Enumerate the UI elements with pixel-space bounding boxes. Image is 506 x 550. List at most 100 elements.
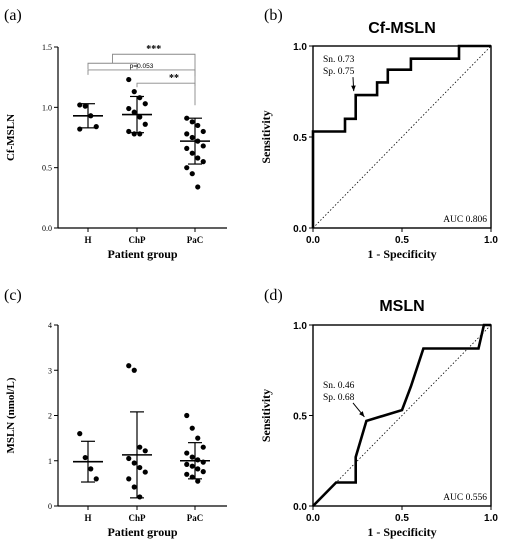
data-point (137, 131, 143, 137)
y-tick-label: 0.5 (42, 164, 52, 173)
y-tick-label: 0.0 (293, 502, 307, 513)
y-tick-label: 0 (48, 502, 52, 511)
data-point (189, 150, 195, 156)
data-point (82, 454, 88, 461)
data-point (195, 457, 201, 463)
reference-diagonal (312, 45, 492, 229)
data-point (200, 143, 206, 149)
data-point (126, 76, 132, 83)
data-point (126, 105, 132, 112)
data-point (131, 460, 137, 466)
x-axis-label: Patient group (107, 525, 177, 539)
data-point (195, 122, 201, 129)
data-point (189, 171, 195, 177)
data-point (126, 363, 132, 369)
panel-d: (d) MSLN 0.0 0.5 1.0 0.0 0.5 1.0 1 - Specificity… (259, 287, 498, 539)
data-point (126, 476, 132, 482)
data-point (184, 145, 190, 151)
auc-label: AUC 0.556 (443, 493, 487, 503)
reference-diagonal (312, 324, 492, 507)
data-point (131, 484, 137, 490)
x-tick-label: H (84, 513, 91, 523)
data-point (200, 469, 206, 475)
data-point (77, 102, 83, 108)
data-point (137, 95, 143, 101)
x-tick-label: H (84, 235, 91, 245)
x-tick-label: 0.5 (395, 513, 409, 524)
y-tick-label: 1.0 (293, 321, 307, 332)
y-axis-label: Sensitivity (259, 389, 273, 442)
data-point (142, 448, 148, 454)
data-point (88, 466, 94, 472)
data-point (142, 121, 148, 127)
x-tick-label: 1.0 (484, 513, 498, 524)
cutoff-sensitivity: Sn. 0.73 (323, 55, 355, 65)
data-point (93, 124, 99, 130)
data-point (126, 128, 132, 135)
data-point (189, 425, 195, 431)
auc-label: AUC 0.806 (443, 215, 487, 225)
data-point (184, 471, 190, 477)
panel-label: (a) (4, 7, 22, 24)
cutoff-arrowhead (351, 85, 356, 92)
x-tick-label: PaC (187, 235, 204, 245)
data-point (189, 463, 195, 469)
data-point (189, 454, 195, 460)
x-tick-label: ChP (128, 235, 146, 245)
x-axis-label: 1 - Specificity (367, 525, 436, 539)
significance-label: *** (146, 44, 161, 55)
data-point (184, 461, 190, 467)
data-point (195, 184, 201, 190)
y-tick-label: 1.0 (293, 42, 307, 53)
x-tick-label: 0.0 (306, 235, 320, 246)
data-point (137, 464, 143, 471)
x-tick-label: PaC (187, 513, 204, 523)
data-point (195, 478, 201, 484)
data-point (126, 455, 132, 462)
data-point (195, 466, 201, 472)
data-point (200, 128, 206, 135)
y-tick-label: 0.5 (293, 412, 307, 423)
data-point (184, 450, 190, 456)
data-point (184, 165, 190, 171)
data-point (184, 131, 190, 137)
x-tick-label: ChP (128, 513, 146, 523)
y-tick-label: 2 (48, 412, 52, 421)
data-point (184, 412, 190, 419)
panel-c: (c) 0 1 2 3 4 H ChP PaC Patient group MSLN (nmol/L… (4, 287, 227, 539)
chart-title: Cf-MSLN (368, 20, 436, 37)
data-point (142, 101, 148, 107)
data-point (195, 155, 201, 161)
y-tick-label: 0.0 (42, 224, 52, 233)
significance-bracket (112, 53, 196, 77)
data-point (77, 126, 83, 132)
chart-title: MSLN (379, 298, 424, 315)
panel-b: (b) Cf-MSLN 0.0 0.5 1.0 0.0 0.5 1.0 1 - Specific… (259, 7, 498, 261)
y-axis-label: Cf-MSLN (5, 114, 17, 161)
y-tick-label: 0.5 (293, 133, 307, 144)
data-point (184, 115, 190, 121)
significance-bracket (87, 69, 196, 86)
y-tick-label: 0.0 (293, 224, 307, 235)
y-tick-label: 1 (48, 457, 52, 466)
data-point (195, 435, 201, 441)
cutoff-specificity: Sp. 0.75 (323, 67, 355, 77)
y-tick-label: 1.5 (42, 43, 52, 52)
data-point (131, 367, 137, 373)
panel-label: (d) (264, 287, 283, 304)
roc-curve (311, 44, 491, 228)
panel-a: (a) 0.0 0.5 1.0 1.5 H ChP PaC Patient group Cf-MS… (4, 7, 227, 261)
y-axis-label: Sensitivity (259, 110, 273, 163)
panel-label: (c) (4, 287, 22, 304)
x-axis-label: Patient group (107, 247, 177, 261)
x-tick-label: 0.5 (395, 235, 409, 246)
significance-label: ** (169, 73, 179, 84)
data-point (137, 444, 143, 450)
data-point (131, 109, 137, 115)
data-point (137, 114, 143, 120)
data-point (189, 119, 195, 125)
cutoff-specificity: Sp. 0.68 (323, 393, 355, 403)
y-tick-label: 3 (48, 366, 52, 375)
y-tick-label: 4 (48, 321, 52, 330)
